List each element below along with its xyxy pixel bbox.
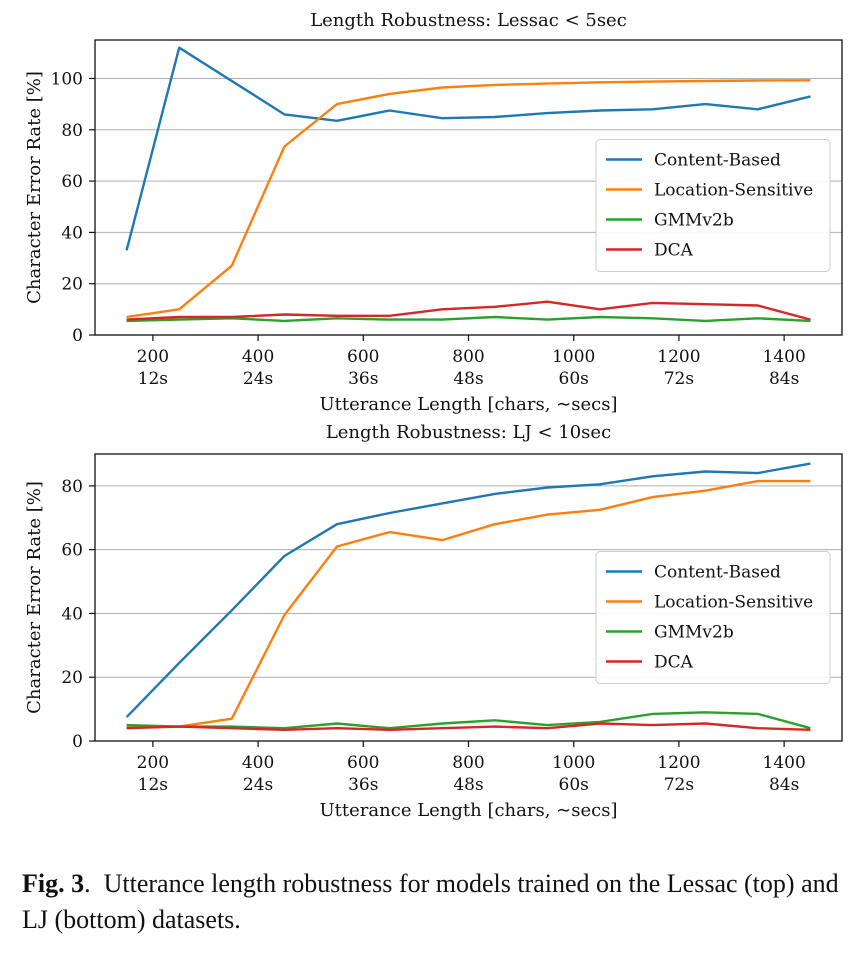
x-tick-secs-label: 72s	[664, 369, 694, 389]
y-tick-label: 80	[61, 121, 83, 141]
y-tick-label: 0	[72, 326, 83, 346]
chart-svg: Length Robustness: Lessac < 5sec 0 20 40 60 8…	[24, 10, 843, 415]
x-tick-label: 1400	[763, 347, 806, 367]
legend-label: DCA	[654, 241, 694, 261]
series-line-content-based	[125, 46, 811, 251]
y-tick-label: 60	[61, 541, 83, 561]
x-axis-label: Utterance Length [chars, ∼secs]	[320, 394, 618, 415]
series-line-location-sensitive	[126, 479, 811, 728]
y-axis-label: Character Error Rate [%]	[24, 71, 45, 304]
x-tick-label: 1200	[657, 347, 700, 367]
y-tick-label: 100	[51, 69, 83, 89]
x-tick-secs-label: 24s	[243, 775, 273, 795]
x-tick-secs-label: 84s	[769, 775, 799, 795]
x-tick-secs-label: 48s	[453, 369, 483, 389]
x-tick-secs-label: 60s	[559, 369, 589, 389]
series-line-location-sensitive	[126, 79, 811, 319]
y-tick-label: 60	[61, 172, 83, 192]
legend-box	[595, 139, 831, 272]
y-tick-label: 20	[61, 275, 83, 295]
plot-frame	[94, 39, 843, 336]
y-tick-label: 40	[61, 223, 83, 243]
series-line-dca	[126, 300, 811, 321]
x-tick-secs-label: 60s	[559, 775, 589, 795]
legend-label: Content-Based	[654, 563, 781, 583]
x-tick-label: 800	[452, 753, 484, 773]
x-tick-label: 400	[242, 347, 274, 367]
legend-label: Location-Sensitive	[654, 181, 813, 201]
x-tick-secs-label: 36s	[348, 775, 378, 795]
x-tick-secs-label: 12s	[138, 775, 168, 795]
series-line-gmmv2b	[126, 315, 811, 323]
x-tick-label: 600	[347, 753, 379, 773]
y-tick-label: 80	[61, 477, 83, 497]
x-tick-label: 1000	[552, 347, 595, 367]
chart-svg: Length Robustness: LJ < 10sec 0 20 40 60 80 20…	[24, 422, 843, 821]
y-axis-label: Character Error Rate [%]	[24, 481, 45, 714]
x-axis-label: Utterance Length [chars, ∼secs]	[320, 800, 618, 821]
x-tick-label: 400	[242, 753, 274, 773]
x-tick-label: 600	[347, 347, 379, 367]
series-line-dca	[126, 722, 811, 731]
x-tick-label: 1000	[552, 753, 595, 773]
x-tick-label: 1200	[657, 753, 700, 773]
figure-caption: Fig. 3. Utterance length robustness for …	[22, 869, 839, 934]
chart-lj: Length Robustness: LJ < 10sec 0 20 40 60 80 20…	[0, 418, 865, 838]
legend-label: GMMv2b	[654, 211, 734, 231]
legend-label: Location-Sensitive	[654, 593, 813, 613]
x-tick-label: 200	[137, 753, 169, 773]
series-line-content-based	[125, 462, 811, 718]
legend-label: Content-Based	[654, 151, 781, 171]
chart-lessac: Length Robustness: Lessac < 5sec 0 20 40 60 8…	[0, 0, 865, 425]
legend-label: GMMv2b	[654, 623, 734, 643]
x-tick-secs-label: 84s	[769, 369, 799, 389]
x-tick-secs-label: 12s	[138, 369, 168, 389]
y-tick-label: 40	[61, 604, 83, 624]
chart-title: Length Robustness: LJ < 10sec	[326, 422, 611, 443]
series-line-gmmv2b	[126, 711, 811, 730]
x-tick-secs-label: 36s	[348, 369, 378, 389]
legend: Content-Based Location-Sensitive GMMv2b DCA	[595, 139, 831, 272]
x-tick-secs-label: 24s	[243, 369, 273, 389]
x-tick-label: 800	[452, 347, 484, 367]
x-tick-secs-label: 72s	[664, 775, 694, 795]
chart-title: Length Robustness: Lessac < 5sec	[310, 10, 627, 31]
plot-frame	[94, 453, 843, 742]
y-tick-label: 20	[61, 668, 83, 688]
y-tick-label: 0	[72, 732, 83, 752]
x-tick-secs-label: 48s	[453, 775, 483, 795]
x-tick-label: 1400	[763, 753, 806, 773]
x-tick-label: 200	[137, 347, 169, 367]
caption-text: Utterance length robustness for models t…	[22, 869, 839, 934]
caption-label: Fig. 3	[22, 869, 85, 898]
legend: Content-Based Location-Sensitive GMMv2b DCA	[595, 551, 831, 684]
legend-label: DCA	[654, 653, 694, 673]
legend-box	[595, 551, 831, 684]
